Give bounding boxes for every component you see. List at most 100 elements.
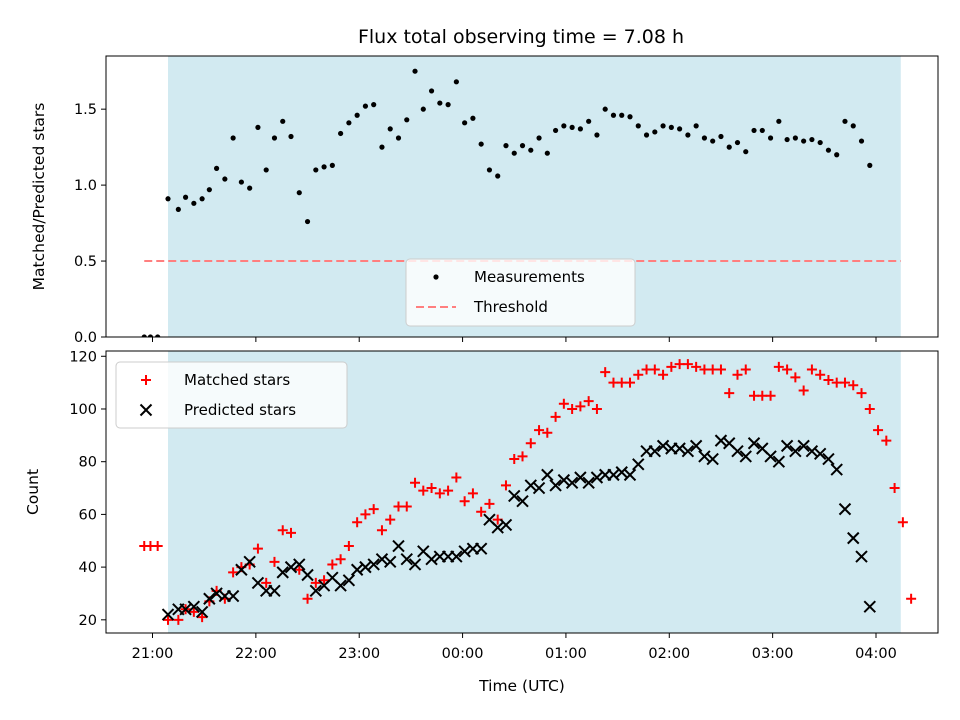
data-point <box>309 584 323 598</box>
data-point <box>203 592 216 605</box>
data-point <box>376 525 387 536</box>
data-point <box>524 479 537 492</box>
legend: Matched stars Predicted stars <box>115 361 348 429</box>
data-point <box>767 135 774 141</box>
data-point <box>437 100 443 106</box>
data-point <box>541 468 554 482</box>
data-point <box>558 398 569 409</box>
data-point <box>751 127 757 134</box>
data-point <box>404 117 410 123</box>
y-axis-label: Matched/Predicted stars <box>30 103 48 291</box>
data-point <box>304 218 311 225</box>
data-point <box>343 541 354 552</box>
data-point <box>706 452 719 466</box>
data-point <box>848 380 859 391</box>
data-point <box>165 196 171 202</box>
top-axes-ratio: 0.0 0.5 1.0 1.5 Matched/Predicted stars Measu… <box>30 55 939 346</box>
data-point <box>685 132 691 138</box>
data-point <box>850 123 856 129</box>
data-point <box>387 126 393 132</box>
data-point <box>582 476 595 489</box>
data-point <box>784 136 790 143</box>
data-point <box>476 506 487 517</box>
data-point <box>607 468 620 482</box>
data-point <box>565 476 579 489</box>
data-point <box>536 135 542 141</box>
data-point <box>838 502 852 516</box>
series-measurements <box>141 68 873 337</box>
data-point <box>276 566 289 579</box>
data-point <box>191 200 197 206</box>
y-tick-label: 60 <box>79 507 97 523</box>
data-point <box>350 563 364 576</box>
data-point <box>602 106 608 112</box>
data-point <box>478 141 484 147</box>
data-point <box>549 479 562 492</box>
series-matched-stars <box>139 359 917 625</box>
data-point <box>401 501 412 512</box>
data-point <box>228 567 239 578</box>
data-point <box>561 123 567 129</box>
data-point <box>780 439 794 453</box>
plot-area <box>139 359 917 625</box>
data-point <box>632 458 645 471</box>
data-point <box>247 185 253 191</box>
data-point <box>503 143 509 149</box>
data-point <box>649 364 660 375</box>
series-predicted-stars <box>161 434 876 621</box>
data-point <box>288 133 294 140</box>
data-point <box>594 132 600 138</box>
data-point <box>534 425 545 436</box>
data-point <box>740 364 751 375</box>
data-point <box>474 542 488 555</box>
data-point <box>776 118 782 124</box>
data-point <box>825 147 832 153</box>
data-point <box>188 606 199 617</box>
data-point <box>516 495 529 508</box>
data-point <box>797 439 810 453</box>
data-point <box>313 167 319 173</box>
data-point <box>179 603 192 616</box>
data-point <box>459 496 470 507</box>
data-point <box>238 179 244 185</box>
data-point <box>418 485 429 496</box>
data-point <box>173 614 184 625</box>
legend: Measurements Threshold <box>405 258 636 327</box>
data-point <box>701 135 708 141</box>
legend-marker-measurements <box>433 274 439 280</box>
x-tick-label: 22:00 <box>235 646 277 662</box>
data-point <box>187 600 201 613</box>
data-point <box>327 559 338 570</box>
data-point <box>718 133 724 140</box>
data-point <box>710 138 716 144</box>
y-tick-label: 120 <box>69 349 97 365</box>
data-point <box>586 118 592 124</box>
data-point <box>765 390 776 401</box>
data-point <box>491 521 504 534</box>
data-point <box>346 120 352 126</box>
data-point <box>867 162 873 168</box>
data-point <box>362 103 369 109</box>
chart-title: Flux total observing time = 7.08 h <box>358 26 684 48</box>
data-point <box>511 150 517 156</box>
data-point <box>809 136 815 143</box>
data-point <box>284 560 298 574</box>
data-point <box>426 483 437 494</box>
data-point <box>338 130 344 137</box>
data-point <box>335 554 346 565</box>
data-point <box>425 552 438 566</box>
data-point <box>864 403 875 414</box>
data-point <box>434 488 445 499</box>
legend-marker-predicted <box>139 403 153 417</box>
data-point <box>600 367 611 378</box>
data-point <box>392 539 405 553</box>
data-point <box>881 435 892 446</box>
y-tick-label: 20 <box>79 613 97 629</box>
data-point <box>359 560 372 574</box>
data-point <box>817 139 823 146</box>
data-point <box>163 614 174 625</box>
x-tick-label: 01:00 <box>545 646 587 662</box>
data-point <box>152 541 163 552</box>
y-tick-label: 0.5 <box>74 254 97 270</box>
data-point <box>509 454 520 465</box>
